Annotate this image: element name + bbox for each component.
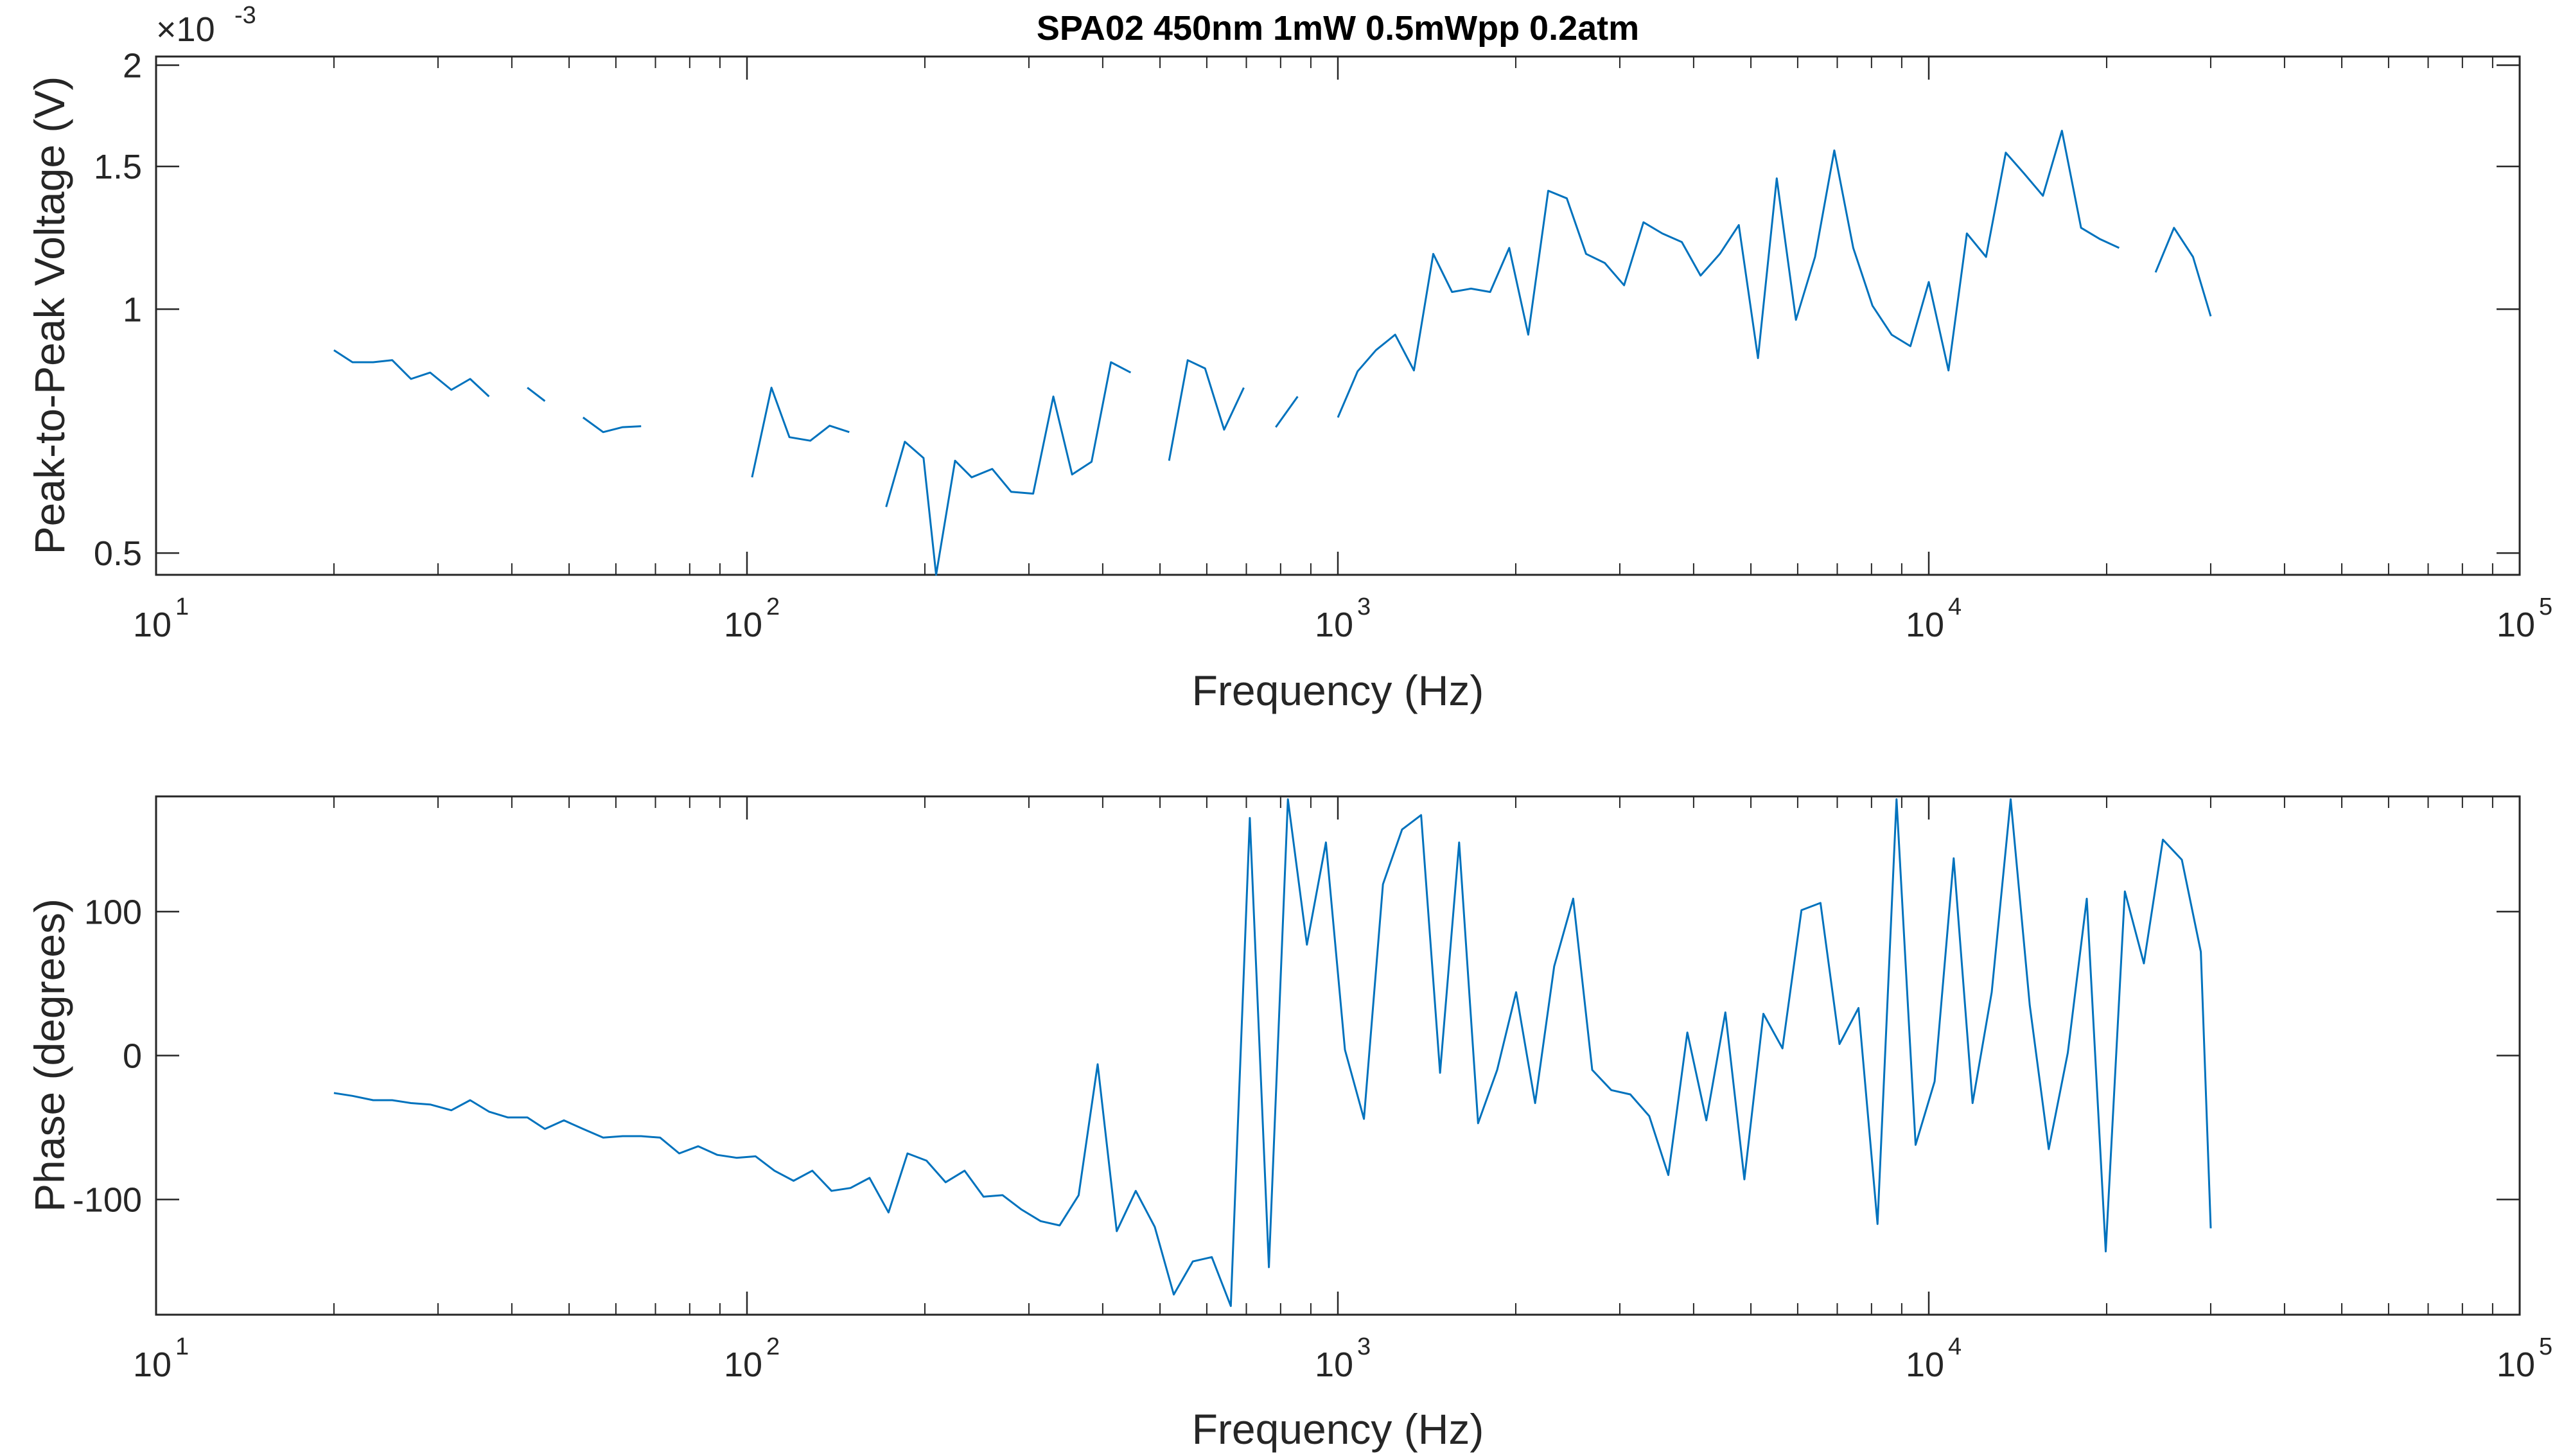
x-tick-exponent: 1 — [175, 1333, 189, 1360]
y-tick-label: 0.5 — [94, 534, 142, 573]
phase-series — [333, 798, 2212, 1307]
x-tick-label: 10 — [2497, 606, 2535, 644]
x-tick-exponent: 5 — [2539, 1333, 2552, 1360]
x-tick-label: 10 — [1906, 606, 1944, 644]
y-tick-label: 2 — [123, 47, 142, 85]
x-tick-exponent: 3 — [1357, 593, 1371, 620]
y-tick-label: -100 — [73, 1181, 142, 1220]
phase-x-ticks: 10 1 10 2 10 3 10 4 10 5 — [133, 796, 2552, 1384]
x-tick-exponent: 4 — [1948, 593, 1962, 620]
series-line-segment — [582, 416, 642, 434]
phase-y-axis-label: Phase (degrees) — [26, 899, 73, 1212]
y-exponent-label: ×10 -3 — [156, 2, 256, 49]
amplitude-y-ticks: 0.5 1 1.5 2 — [94, 47, 2520, 573]
phase-plot-area — [155, 795, 2521, 1316]
amplitude-y-axis-label: Peak-to-Peak Voltage (V) — [26, 76, 73, 555]
y-tick-label: 0 — [123, 1037, 142, 1076]
series-line-segment — [751, 387, 850, 478]
phase-y-ticks: -100 0 100 — [73, 893, 2520, 1220]
y-tick-label: 1 — [123, 290, 142, 329]
x-tick-exponent: 2 — [766, 593, 780, 620]
series-line-segment — [527, 387, 546, 402]
series-line-segment — [1275, 396, 1299, 428]
amplitude-x-ticks: 10 1 10 2 10 3 10 4 10 5 — [133, 57, 2552, 644]
series-line-segment — [1337, 130, 2120, 418]
series-line-segment — [333, 349, 490, 398]
x-tick-exponent: 4 — [1948, 1333, 1962, 1360]
x-tick-label: 10 — [133, 1346, 171, 1384]
phase-x-axis-label: Frequency (Hz) — [1192, 1405, 1484, 1453]
series-line-segment — [885, 361, 1132, 576]
amplitude-plot-area — [155, 55, 2521, 576]
x-tick-label: 10 — [2497, 1346, 2535, 1384]
series-line-segment — [1168, 359, 1245, 461]
y-tick-label: 1.5 — [94, 148, 142, 186]
x-tick-label: 10 — [133, 606, 171, 644]
series-line-segment — [333, 798, 2212, 1307]
x-tick-label: 10 — [724, 1346, 762, 1384]
amplitude-series — [333, 130, 2212, 576]
series-line-segment — [2154, 227, 2212, 317]
y-tick-label: 100 — [84, 893, 142, 931]
x-tick-exponent: 3 — [1357, 1333, 1371, 1360]
amplitude-x-axis-label: Frequency (Hz) — [1192, 667, 1484, 714]
x-tick-label: 10 — [1315, 1346, 1353, 1384]
y-exponent-power: -3 — [234, 2, 256, 29]
y-exponent-base: ×10 — [156, 10, 215, 49]
phase-axes: Frequency (Hz) Phase (degrees) -1000100 … — [26, 795, 2552, 1453]
x-tick-label: 10 — [1906, 1346, 1944, 1384]
x-tick-exponent: 1 — [175, 593, 189, 620]
x-tick-exponent: 2 — [766, 1333, 780, 1360]
x-tick-label: 10 — [724, 606, 762, 644]
amplitude-axes: SPA02 450nm 1mW 0.5mWpp 0.2atm Frequency… — [26, 2, 2552, 714]
chart-title: SPA02 450nm 1mW 0.5mWpp 0.2atm — [1037, 9, 1639, 48]
x-tick-exponent: 5 — [2539, 593, 2552, 620]
x-tick-label: 10 — [1315, 606, 1353, 644]
